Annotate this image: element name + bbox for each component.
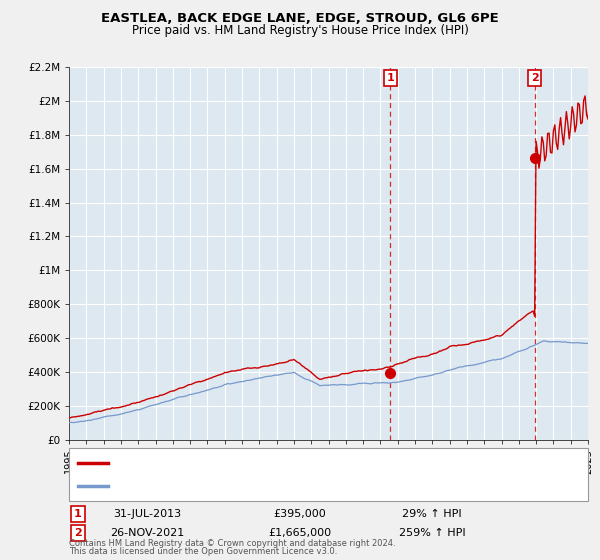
Text: 1: 1 — [386, 73, 394, 83]
Text: HPI: Average price, detached house, Stroud: HPI: Average price, detached house, Stro… — [114, 481, 341, 491]
Text: EASTLEA, BACK EDGE LANE, EDGE, STROUD, GL6 6PE (detached house): EASTLEA, BACK EDGE LANE, EDGE, STROUD, G… — [114, 458, 488, 468]
Text: 259% ↑ HPI: 259% ↑ HPI — [398, 528, 466, 538]
Text: 2: 2 — [74, 528, 82, 538]
Text: 2: 2 — [531, 73, 539, 83]
Text: 26-NOV-2021: 26-NOV-2021 — [110, 528, 184, 538]
Text: EASTLEA, BACK EDGE LANE, EDGE, STROUD, GL6 6PE: EASTLEA, BACK EDGE LANE, EDGE, STROUD, G… — [101, 12, 499, 25]
Text: 29% ↑ HPI: 29% ↑ HPI — [402, 509, 462, 519]
Text: Contains HM Land Registry data © Crown copyright and database right 2024.: Contains HM Land Registry data © Crown c… — [69, 539, 395, 548]
Text: This data is licensed under the Open Government Licence v3.0.: This data is licensed under the Open Gov… — [69, 547, 337, 556]
Text: £395,000: £395,000 — [274, 509, 326, 519]
Text: Price paid vs. HM Land Registry's House Price Index (HPI): Price paid vs. HM Land Registry's House … — [131, 24, 469, 36]
Text: 31-JUL-2013: 31-JUL-2013 — [113, 509, 181, 519]
Text: 1: 1 — [74, 509, 82, 519]
Text: £1,665,000: £1,665,000 — [268, 528, 332, 538]
